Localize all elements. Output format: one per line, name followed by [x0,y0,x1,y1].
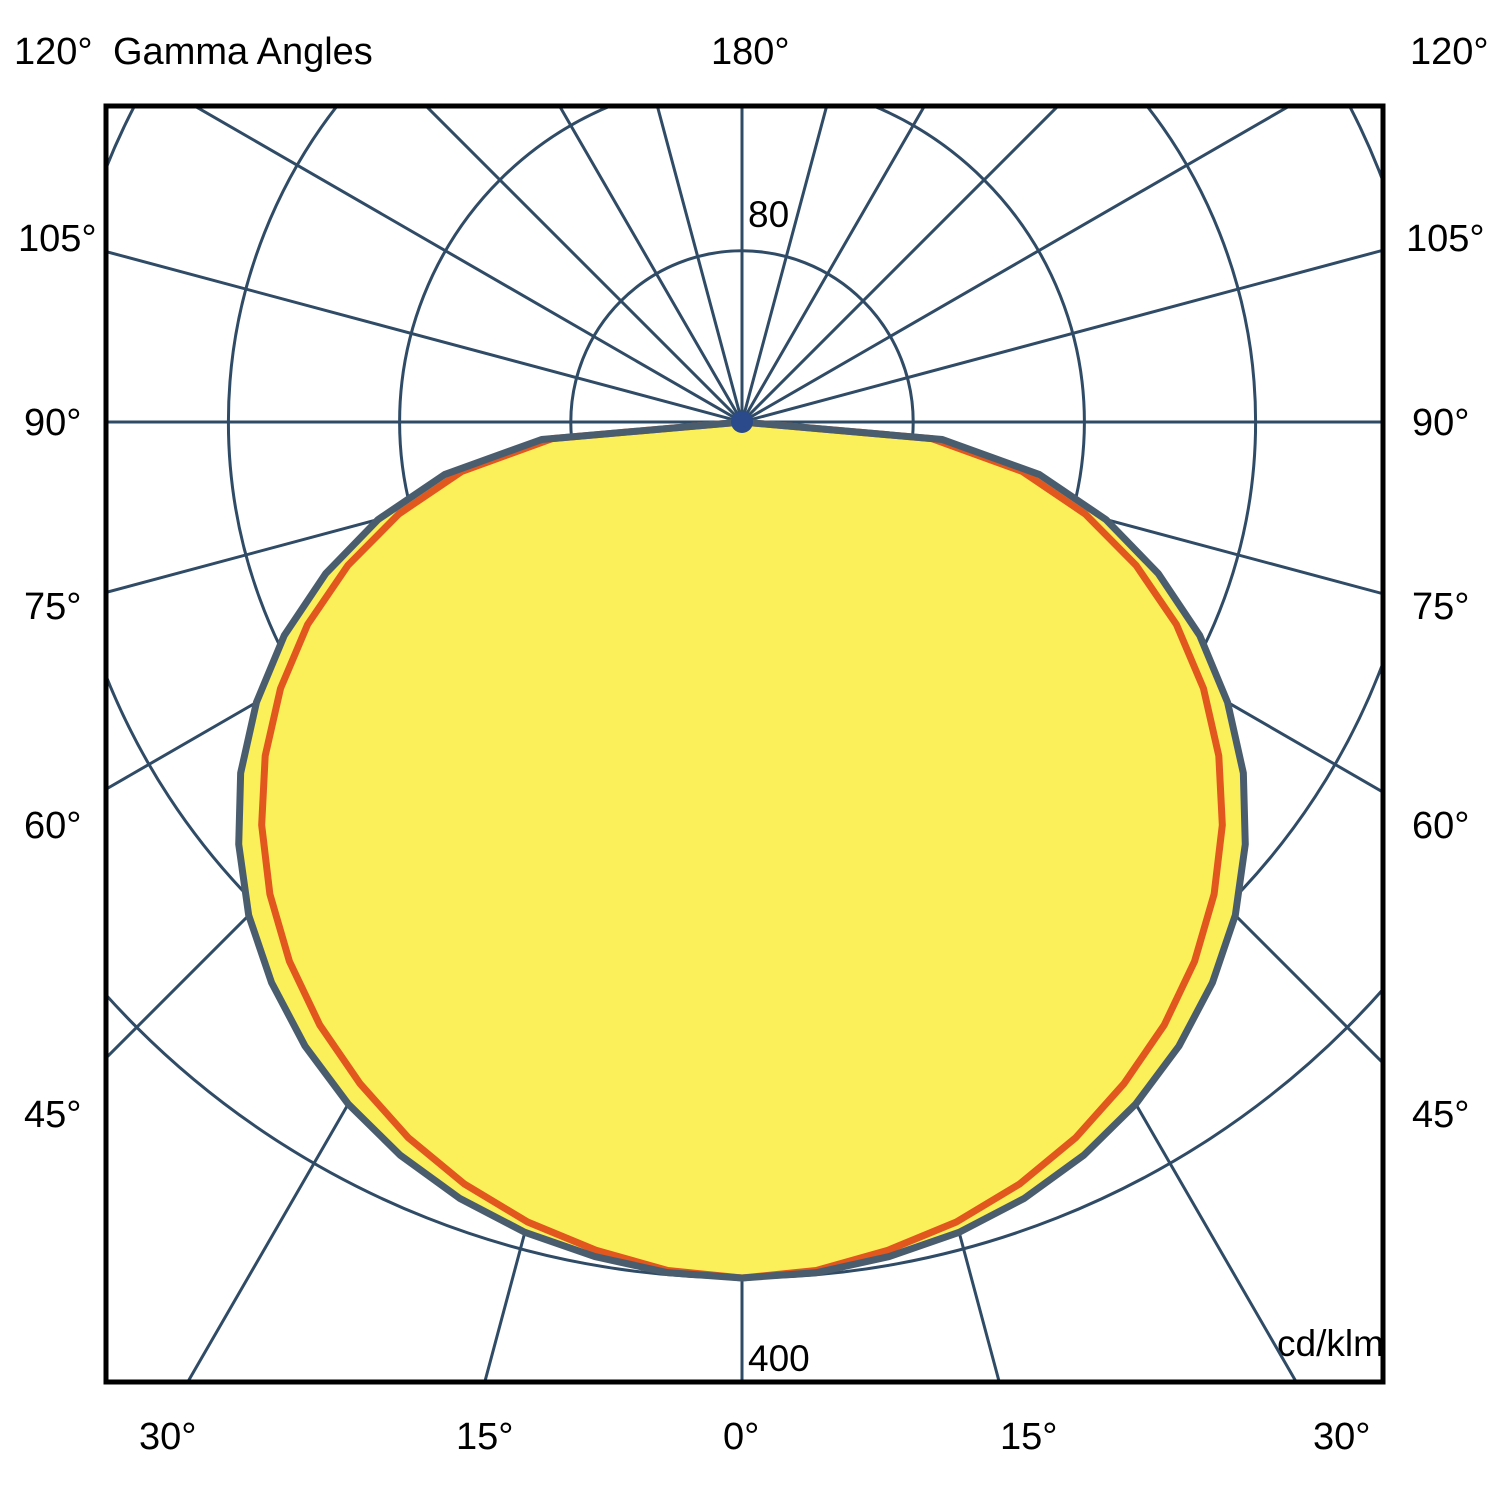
distribution-curve-c0 [235,418,1249,1282]
axis-label-top-center-180: 180° [711,31,790,73]
axis-label-top-left-120: 120° [14,31,93,73]
unit-label: cd/klm [1277,1323,1384,1364]
polar-origin [731,411,753,433]
axis-label-bottom-0: 0° [723,1416,760,1458]
axis-label-bottom-15-right: 15° [1000,1416,1058,1458]
axis-label-left-60: 60° [24,805,82,847]
axis-label-top-right-120: 120° [1410,31,1489,73]
axis-label-right-45: 45° [1412,1094,1470,1136]
axis-label-left-75: 75° [24,586,82,628]
axis-label-left-45: 45° [24,1094,82,1136]
axis-label-bottom-30-left: 30° [139,1416,197,1458]
axis-label-bottom-30-right: 30° [1313,1416,1371,1458]
radial-tick-label-80-upper: 80 [748,194,790,235]
axis-label-right-90: 90° [1412,402,1470,444]
axis-label-left-90: 90° [24,402,82,444]
axis-label-right-105: 105° [1406,218,1485,260]
axis-label-right-75: 75° [1412,586,1470,628]
chart-title: Gamma Angles [113,31,373,73]
plot-border [103,103,1386,1385]
axis-label-bottom-15-left: 15° [456,1416,514,1458]
axis-label-right-60: 60° [1412,805,1470,847]
distribution-fill [238,422,1246,1278]
axis-label-left-105: 105° [18,218,97,260]
radial-tick-label-400: 400 [748,1338,810,1379]
